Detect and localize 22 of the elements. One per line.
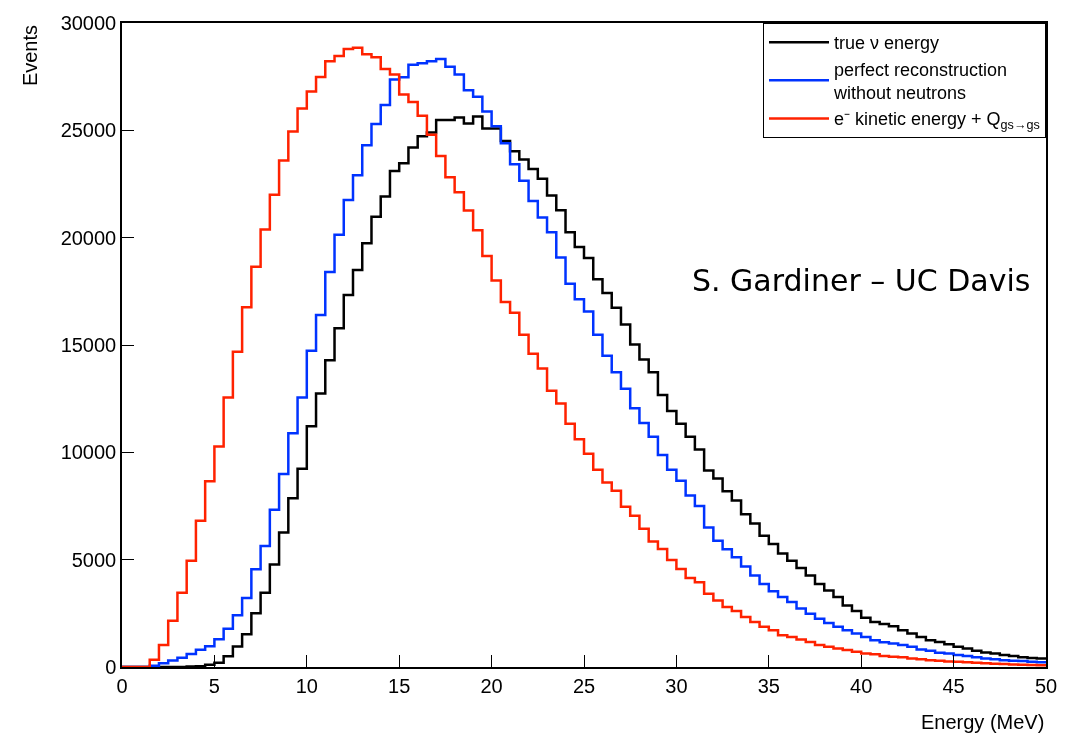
y-tick-label: 0 (105, 656, 117, 678)
x-tick-label: 10 (295, 674, 318, 697)
x-tick-label: 35 (757, 674, 780, 697)
y-tick-label: 20000 (60, 226, 117, 249)
y-tick-label: 25000 (60, 119, 117, 142)
y-tick-label: 5000 (71, 548, 117, 571)
x-tick-label: 30 (665, 674, 688, 697)
x-tick-label: 40 (850, 674, 873, 697)
y-tick-label: 10000 (60, 441, 117, 464)
x-tick-label: 20 (480, 674, 503, 697)
annotation: S. Gardiner – UC Davis (692, 263, 1031, 298)
y-tick-label: 30000 (60, 12, 117, 34)
legend-label: true ν energy (834, 33, 940, 54)
x-tick-label: 25 (572, 674, 596, 697)
legend-label: e⁻ kinetic energy + Q$_{gs→gs}$ (834, 109, 1040, 133)
x-tick-label: 45 (942, 674, 965, 697)
y-axis-title: Events (19, 24, 42, 87)
x-axis-title: Energy (MeV) (921, 711, 1045, 733)
x-tick-label: 50 (1034, 674, 1058, 697)
y-tick-label: 15000 (60, 334, 117, 356)
x-tick-label: 15 (388, 674, 411, 697)
x-tick-label: 5 (208, 674, 220, 697)
